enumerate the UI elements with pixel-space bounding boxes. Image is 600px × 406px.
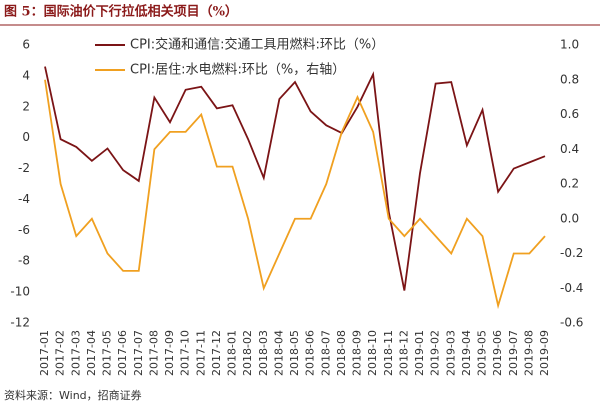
y-tick-label: -6 xyxy=(18,223,30,237)
x-tick-label: 2019-07 xyxy=(507,330,520,376)
x-tick-label: 2019-09 xyxy=(538,330,551,376)
x-tick-label: 2019-02 xyxy=(429,330,442,376)
x-tick-label: 2018-11 xyxy=(382,330,395,376)
x-tick-label: 2017-11 xyxy=(194,330,207,376)
y-tick-label: -8 xyxy=(18,254,30,268)
x-tick-label: 2019-08 xyxy=(522,330,535,376)
y2-tick-label: -0.6 xyxy=(560,316,583,330)
x-tick-label: 2019-06 xyxy=(491,330,504,376)
y2-tick-label: -0.4 xyxy=(560,281,583,295)
x-tick-label: 2018-05 xyxy=(288,330,301,376)
x-tick-label: 2018-02 xyxy=(241,330,254,376)
y-tick-label: 4 xyxy=(22,68,30,82)
y2-tick-label: -0.2 xyxy=(560,246,583,260)
y-tick-label: 2 xyxy=(22,99,30,113)
source: 资料来源：Wind，招商证券 xyxy=(4,388,142,402)
x-tick-label: 2018-07 xyxy=(319,330,332,376)
x-tick-label: 2019-03 xyxy=(444,330,457,376)
x-tick-label: 2017-08 xyxy=(147,330,160,376)
x-tick-label: 2017-05 xyxy=(101,330,114,376)
x-tick-label: 2017-06 xyxy=(116,330,129,376)
y2-tick-label: 0.8 xyxy=(560,72,579,86)
x-tick-label: 2019-04 xyxy=(460,330,473,376)
x-tick-label: 2018-04 xyxy=(272,330,285,376)
x-tick-label: 2019-05 xyxy=(476,330,489,376)
y-tick-label: -2 xyxy=(18,161,30,175)
x-tick-label: 2018-08 xyxy=(335,330,348,376)
y2-tick-label: 1.0 xyxy=(560,38,579,52)
series-line xyxy=(44,79,546,310)
y-tick-label: 6 xyxy=(22,38,30,52)
x-tick-label: 2017-03 xyxy=(69,330,82,376)
y-tick-label: -4 xyxy=(18,192,30,206)
y-tick-label: 0 xyxy=(22,130,30,144)
y-tick-label: -10 xyxy=(10,285,30,299)
legend-label: CPI:居住:水电燃料:环比（%，右轴） xyxy=(130,62,345,78)
chart-title: 图 5：国际油价下行拉低相关项目（%） xyxy=(4,4,238,20)
y-tick-label: -12 xyxy=(10,316,30,330)
x-tick-label: 2017-09 xyxy=(163,330,176,376)
series-line xyxy=(44,66,546,291)
x-tick-label: 2018-10 xyxy=(366,330,379,376)
x-tick-label: 2017-07 xyxy=(132,330,145,376)
x-tick-label: 2017-12 xyxy=(210,330,223,376)
x-tick-label: 2018-01 xyxy=(226,330,239,376)
x-tick-label: 2017-01 xyxy=(38,330,51,376)
x-tick-label: 2018-09 xyxy=(351,330,364,376)
x-tick-label: 2018-03 xyxy=(257,330,270,376)
x-tick-label: 2017-04 xyxy=(85,330,98,376)
x-tick-label: 2017-02 xyxy=(54,330,67,376)
x-tick-label: 2018-06 xyxy=(304,330,317,376)
legend-label: CPI:交通和通信:交通工具用燃料:环比（%） xyxy=(130,37,384,53)
x-tick-label: 2019-01 xyxy=(413,330,426,376)
y2-tick-label: 0.4 xyxy=(560,142,579,156)
y2-tick-label: 0.6 xyxy=(560,107,579,121)
x-tick-label: 2017-10 xyxy=(179,330,192,376)
y2-tick-label: 0.0 xyxy=(560,211,579,225)
y2-tick-label: 0.2 xyxy=(560,177,579,191)
x-tick-label: 2018-12 xyxy=(397,330,410,376)
